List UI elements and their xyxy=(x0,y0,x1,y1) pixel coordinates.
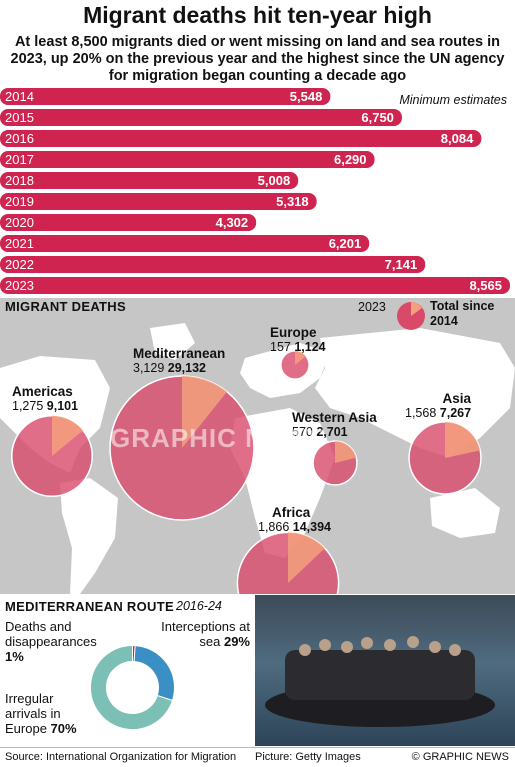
region-total-value: 7,267 xyxy=(439,406,472,420)
region-total-value: 29,132 xyxy=(167,361,206,375)
bubble-mediterranean xyxy=(109,375,255,521)
asia-shape xyxy=(315,328,515,458)
bar-category-label: 2014 xyxy=(5,89,34,104)
bar-2018 xyxy=(0,172,299,189)
bar-value-label: 5,548 xyxy=(290,89,323,104)
slice-label: Deaths and disappearances xyxy=(5,619,97,649)
donut-slice-3 xyxy=(90,644,174,730)
bar-category-label: 2017 xyxy=(5,152,34,167)
page-subtitle: At least 8,500 migrants died or went mis… xyxy=(10,34,505,84)
picture-credit: Picture: Getty Images xyxy=(255,751,361,763)
region-africa-label: Africa 1,866 14,394 xyxy=(258,505,331,534)
region-name: Africa xyxy=(272,505,311,520)
source-text: Source: International Organization for M… xyxy=(5,751,237,763)
slice-pct: 1% xyxy=(5,649,24,664)
bar-2016 xyxy=(0,130,482,147)
bar-category-label: 2023 xyxy=(5,278,34,293)
south-america-shape xyxy=(60,478,118,594)
bar-value-label: 6,201 xyxy=(329,236,362,251)
bar-value-label: 6,290 xyxy=(334,152,367,167)
mediterranean-route-donut xyxy=(90,644,175,730)
bar-value-label: 4,302 xyxy=(216,215,249,230)
graphic-news-credit: © GRAPHIC NEWS xyxy=(411,751,509,763)
bar-category-label: 2018 xyxy=(5,173,34,188)
migrant-deaths-section-title: MIGRANT DEATHS xyxy=(5,299,126,314)
mediterranean-route-title: MEDITERRANEAN ROUTE xyxy=(5,599,174,614)
bar-category-label: 2020 xyxy=(5,215,34,230)
bubble-europe xyxy=(280,350,310,380)
australia-shape xyxy=(430,488,500,538)
region-name: Mediterranean xyxy=(133,346,226,361)
bar-value-label: 5,318 xyxy=(276,194,309,209)
bar-value-label: 8,565 xyxy=(469,278,502,293)
bar-category-label: 2016 xyxy=(5,131,34,146)
page-title: Migrant deaths hit ten-year high xyxy=(83,2,432,28)
region-2023-value: 157 xyxy=(270,340,291,354)
region-total-value: 2,701 xyxy=(316,425,348,439)
region-europe-label: Europe 157 1,124 xyxy=(270,325,326,354)
bar-value-label: 8,084 xyxy=(441,131,474,146)
bar-value-label: 6,750 xyxy=(361,110,394,125)
africa-shape xyxy=(230,408,335,558)
region-asia-label: Asia 1,568 7,267 xyxy=(405,391,471,420)
bar-2019 xyxy=(0,193,317,210)
bar-category-label: 2021 xyxy=(5,236,34,251)
bar-2017 xyxy=(0,151,375,168)
bar-category-label: 2015 xyxy=(5,110,34,125)
bar-2014 xyxy=(0,88,331,105)
region-name: Europe xyxy=(270,325,317,340)
boat-photo xyxy=(255,595,515,746)
bar-2015 xyxy=(0,109,402,126)
slice-pct: 29% xyxy=(223,634,250,649)
annual-deaths-bar-chart: 2014 5,548 2015 6,750 2016 8,084 2017 6,290 2018… xyxy=(0,88,510,294)
bar-2020 xyxy=(0,214,257,231)
legend-inner-label: 2023 xyxy=(358,300,386,314)
legend-circle xyxy=(397,302,425,330)
mediterranean-route-period: 2016-24 xyxy=(176,599,222,613)
region-2023-value: 570 xyxy=(292,425,313,439)
boat-illustration xyxy=(265,636,495,727)
footer: Source: International Organization for M… xyxy=(0,747,515,767)
arrivals-slice-label: Irregular arrivals in Europe 70% xyxy=(5,691,95,736)
bubble-americas xyxy=(11,415,93,497)
region-total-value: 1,124 xyxy=(294,340,326,354)
slice-label: Interceptions at sea xyxy=(161,619,250,649)
region-name: Western Asia xyxy=(292,410,377,425)
bubble-africa xyxy=(236,531,340,594)
slice-pct: 70% xyxy=(50,721,77,736)
bar-2021 xyxy=(0,235,370,252)
bar-2023 xyxy=(0,277,510,294)
donut-slice-2 xyxy=(133,645,175,702)
slice-label: Irregular arrivals in Europe xyxy=(5,691,61,736)
bar-2022 xyxy=(0,256,426,273)
region-total-value: 14,394 xyxy=(292,520,331,534)
watermark: GRAPHIC NEWS xyxy=(110,423,328,453)
bar-category-label: 2019 xyxy=(5,194,34,209)
region-2023-value: 1,866 xyxy=(258,520,290,534)
region-bubbles xyxy=(11,350,482,594)
region-name: Americas xyxy=(12,384,73,399)
region-western-asia-label: Western Asia 570 2,701 xyxy=(292,410,377,439)
bar-value-label: 7,141 xyxy=(385,257,418,272)
region-mediterranean-label: Mediterranean 3,129 29,132 xyxy=(133,346,225,375)
region-2023-value: 3,129 xyxy=(133,361,165,375)
bubble-western-asia xyxy=(312,440,358,486)
region-2023-value: 1,275 xyxy=(12,399,44,413)
region-americas-label: Americas 1,275 9,101 xyxy=(12,384,78,413)
interceptions-slice-label: Interceptions at sea 29% xyxy=(150,619,250,649)
bar-value-label: 5,008 xyxy=(258,173,291,188)
minimum-estimates-note: Minimum estimates xyxy=(399,93,507,107)
greenland-shape xyxy=(150,323,195,360)
region-total-value: 9,101 xyxy=(46,399,79,413)
world-map xyxy=(0,298,515,594)
region-2023-value: 1,568 xyxy=(405,406,437,420)
legend-outer-label: Total since 2014 xyxy=(430,299,495,328)
region-name: Asia xyxy=(442,391,472,406)
bar-category-label: 2022 xyxy=(5,257,34,272)
deaths-slice-label: Deaths and disappearances 1% xyxy=(5,619,115,664)
bubble-asia xyxy=(408,421,482,495)
